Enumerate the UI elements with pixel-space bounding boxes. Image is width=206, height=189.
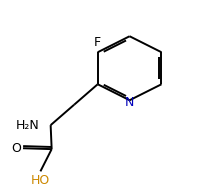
Text: H₂N: H₂N [16, 119, 39, 132]
Text: F: F [94, 36, 101, 49]
Text: O: O [11, 142, 21, 155]
Text: HO: HO [31, 174, 50, 187]
Text: N: N [125, 95, 134, 108]
